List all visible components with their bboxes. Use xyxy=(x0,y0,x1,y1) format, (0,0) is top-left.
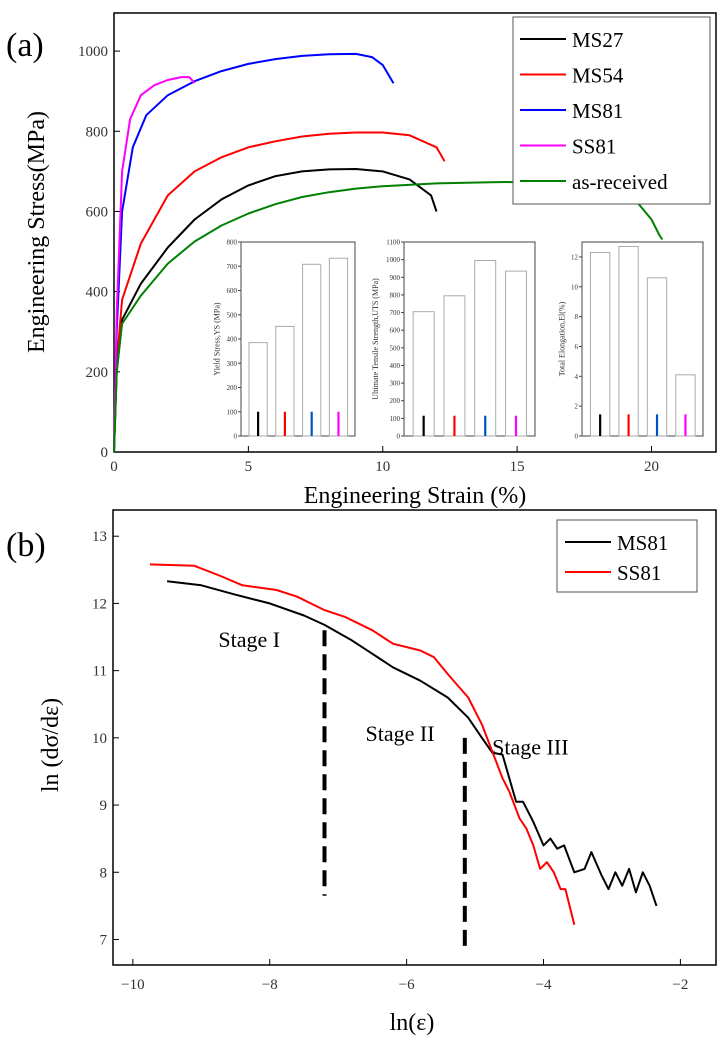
panel-a-y-axis-label: Engineering Stress(MPa) xyxy=(24,111,50,353)
inset-y-tick-label: 800 xyxy=(227,239,238,247)
x-tick-label: −10 xyxy=(121,977,144,993)
inset-y-tick-label: 700 xyxy=(390,309,401,317)
inset-y-tick-label: 8 xyxy=(575,313,579,321)
inset-y-tick-label: 200 xyxy=(390,397,401,405)
panel-a-x-axis-label: Engineering Strain (%) xyxy=(304,483,527,509)
panel-b-y-axis-label: ln (dσ/dε) xyxy=(38,698,64,792)
inset-y-tick-label: 500 xyxy=(227,311,238,319)
legend-label-as-received: as-received xyxy=(572,170,668,194)
inset-y-tick-label: 200 xyxy=(227,384,238,392)
inset-y-tick-label: 700 xyxy=(227,263,238,271)
legend-label-ms81: MS81 xyxy=(617,531,668,555)
legend-label-ms81: MS81 xyxy=(572,99,623,123)
stage-annotation: Stage I xyxy=(218,627,280,652)
inset-y-tick-label: 600 xyxy=(227,287,238,295)
series-line-ss81 xyxy=(113,76,196,453)
series-line-ms54 xyxy=(113,131,446,453)
panel-a-series xyxy=(113,52,664,453)
inset-y-tick-label: 800 xyxy=(390,291,401,299)
x-tick-label: −6 xyxy=(399,977,415,993)
panel-a: (a) Engineering Strain (%) Engineering S… xyxy=(6,12,717,509)
y-tick-label: 800 xyxy=(86,124,109,140)
x-tick-label: −8 xyxy=(262,977,278,993)
inset-y-tick-label: 1100 xyxy=(386,239,400,247)
inset-y-tick-label: 600 xyxy=(390,327,401,335)
x-tick-label: −2 xyxy=(672,977,688,993)
inset-y-tick-label: 900 xyxy=(390,274,401,282)
panel-b-annotations: Stage I Stage II Stage III xyxy=(218,627,568,760)
y-tick-label: 400 xyxy=(86,285,109,301)
inset-frame xyxy=(403,241,536,437)
x-tick-label: 15 xyxy=(510,459,525,475)
panel-b-ticks: −10 −8 −6 −4 −2 7 8 9 10 11 12 13 xyxy=(92,529,688,993)
inset-y-tick-label: 400 xyxy=(390,362,401,370)
y-tick-label: 0 xyxy=(101,445,109,461)
legend-label-ms27: MS27 xyxy=(572,28,623,52)
panel-a-plot-frame xyxy=(113,12,717,453)
x-tick-label: −4 xyxy=(536,977,552,993)
inset-bar-chart-2: 0 100 200 300 400 500 600 700 800 900 1000 1100 Ulti… xyxy=(371,239,536,441)
inset-bar-chart-3: 0 2 4 6 8 10 12 Total Elongation,El(%) xyxy=(558,241,704,441)
inset-bar-chart-1: 0 100 200 300 400 500 600 700 800 Yield Stress,YS… xyxy=(212,239,356,441)
y-tick-label: 10 xyxy=(92,731,107,747)
panel-b-label: (b) xyxy=(6,527,46,564)
inset-y-tick-label: 12 xyxy=(571,253,579,261)
legend-label-ss81: SS81 xyxy=(572,135,616,159)
panel-a-label: (a) xyxy=(6,27,44,64)
legend-label-ms54: MS54 xyxy=(572,64,624,88)
inset-y-tick-label: 300 xyxy=(390,380,401,388)
inset-y-tick-label: 100 xyxy=(390,415,401,423)
x-tick-label: 20 xyxy=(644,459,659,475)
legend-label-ss81: SS81 xyxy=(617,561,661,585)
y-tick-label: 9 xyxy=(100,798,108,814)
panel-a-legend: MS27 MS54 MS81 SS81 as-received xyxy=(512,16,711,205)
y-tick-label: 7 xyxy=(100,932,108,948)
panel-b-x-axis-label: ln(ε) xyxy=(390,1010,435,1036)
inset-y-tick-label: 2 xyxy=(575,403,579,411)
inset-y-tick-label: 4 xyxy=(575,373,579,381)
inset-frame xyxy=(240,241,356,437)
inset-frame xyxy=(581,241,704,437)
series-line-ms81 xyxy=(113,52,395,453)
panel-b-stage-dividers xyxy=(322,630,467,953)
inset-y-tick-label: 1000 xyxy=(386,256,401,264)
x-tick-label: 10 xyxy=(375,459,390,475)
inset-y-axis-label: Yield Stress,YS (MPa) xyxy=(212,302,221,375)
inset-y-tick-label: 0 xyxy=(234,433,238,441)
series-line-ms27 xyxy=(113,168,438,453)
inset-y-tick-label: 100 xyxy=(227,408,238,416)
stage-annotation: Stage III xyxy=(492,735,568,760)
y-tick-label: 200 xyxy=(86,365,109,381)
series-line-ms81 xyxy=(166,580,658,907)
inset-y-axis-label: Total Elongation,El(%) xyxy=(558,301,567,376)
inset-y-tick-label: 0 xyxy=(397,433,401,441)
x-tick-label: 0 xyxy=(110,459,118,475)
series-line-ss81 xyxy=(149,563,576,925)
y-tick-label: 1000 xyxy=(78,44,108,60)
y-tick-label: 12 xyxy=(92,596,107,612)
inset-y-tick-label: 400 xyxy=(227,336,238,344)
legend-entries: MS27 MS54 MS81 SS81 as-received xyxy=(520,28,668,194)
inset-y-tick-label: 6 xyxy=(575,343,579,351)
y-tick-label: 8 xyxy=(100,865,108,881)
inset-y-tick-label: 10 xyxy=(571,283,579,291)
y-tick-label: 600 xyxy=(86,204,109,220)
legend-frame xyxy=(556,519,698,593)
x-tick-label: 5 xyxy=(245,459,253,475)
panel-b-legend: MS81 SS81 xyxy=(556,519,698,593)
panel-b: (b) ln(ε) ln (dσ/dε) −10 −8 −6 −4 −2 7 8 9 10 11 1… xyxy=(6,509,717,1036)
y-tick-label: 11 xyxy=(93,664,107,680)
panel-b-series xyxy=(149,563,658,925)
inset-y-axis-label: Ultimate Tensile Strength,UTS (MPa) xyxy=(371,278,380,400)
inset-y-tick-label: 300 xyxy=(227,360,238,368)
legend-entries: MS81 SS81 xyxy=(565,531,668,585)
inset-y-tick-label: 500 xyxy=(390,344,401,352)
stage-annotation: Stage II xyxy=(366,721,435,746)
inset-y-tick-label: 0 xyxy=(575,433,579,441)
y-tick-label: 13 xyxy=(92,529,107,545)
